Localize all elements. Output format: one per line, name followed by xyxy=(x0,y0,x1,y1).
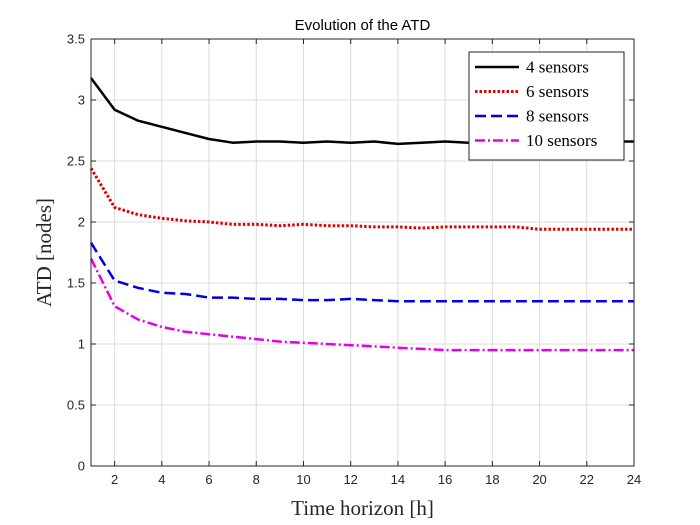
y-tick-label: 0.5 xyxy=(67,398,85,413)
y-tick-label: 1 xyxy=(78,337,85,352)
x-tick-label: 24 xyxy=(627,472,641,487)
legend: 4 sensors 6 sensors 8 sensors 10 sensors xyxy=(468,51,625,161)
x-tick-label: 20 xyxy=(532,472,546,487)
x-tick-label: 8 xyxy=(253,472,260,487)
x-tick-label: 2 xyxy=(111,472,118,487)
x-axis-label: Time horizon [h] xyxy=(291,496,434,520)
y-tick-label: 3.5 xyxy=(67,32,85,47)
x-tick-label: 10 xyxy=(296,472,310,487)
x-tick-label: 6 xyxy=(205,472,212,487)
y-tick-label: 3 xyxy=(78,93,85,108)
x-tick-label: 18 xyxy=(485,472,499,487)
legend-label-4: 10 sensors xyxy=(526,131,597,150)
x-tick-label: 4 xyxy=(158,472,165,487)
x-tick-label: 16 xyxy=(438,472,452,487)
y-tick-label: 2.5 xyxy=(67,154,85,169)
series-line-3 xyxy=(89,242,634,303)
y-axis-label: ATD [nodes] xyxy=(32,198,56,307)
chart-title: Evolution of the ATD xyxy=(295,17,431,34)
x-tick-label: 14 xyxy=(391,472,405,487)
legend-label-3: 8 sensors xyxy=(526,107,589,126)
y-tick-label: 0 xyxy=(78,459,85,474)
x-tick-label: 22 xyxy=(580,472,594,487)
legend-label-1: 4 sensors xyxy=(526,58,589,77)
y-tick-label: 2 xyxy=(78,215,85,230)
x-tick-label: 12 xyxy=(343,472,357,487)
series-line-2 xyxy=(89,167,634,231)
plot-frame xyxy=(90,38,635,467)
y-tick-label: 1.5 xyxy=(67,276,85,291)
legend-box xyxy=(468,51,625,161)
legend-label-2: 6 sensors xyxy=(526,82,589,101)
series-line-4 xyxy=(89,258,634,352)
